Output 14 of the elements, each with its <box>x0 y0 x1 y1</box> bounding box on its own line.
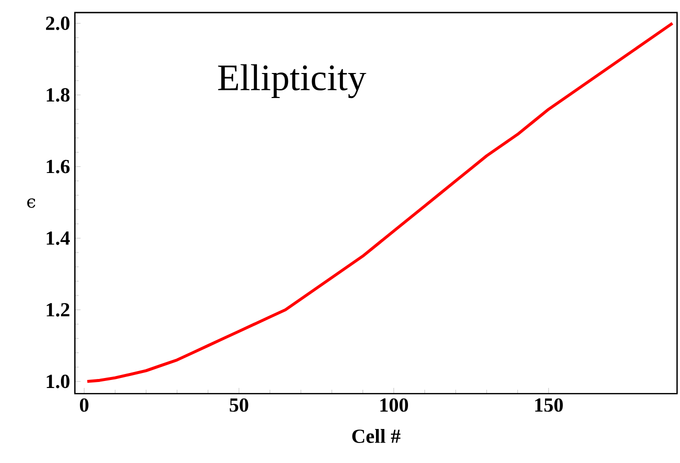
y-tick-label: 1.0 <box>46 374 70 388</box>
x-tick-label: 100 <box>380 398 408 412</box>
x-tick-label: 150 <box>535 398 563 412</box>
x-tick-label: 0 <box>80 398 88 412</box>
line-series <box>86 22 674 383</box>
y-axis-title: ϵ <box>27 198 36 208</box>
y-tick-label: 2.0 <box>46 16 70 30</box>
x-tick-label: 50 <box>230 398 248 412</box>
x-axis-title: Cell # <box>352 428 400 443</box>
y-tick-label: 1.4 <box>46 231 70 245</box>
y-tick-label: 1.2 <box>46 302 70 317</box>
annotation: Ellipticity <box>218 64 366 98</box>
y-tick-label: 1.8 <box>46 88 70 102</box>
y-tick-label: 1.6 <box>46 160 70 174</box>
